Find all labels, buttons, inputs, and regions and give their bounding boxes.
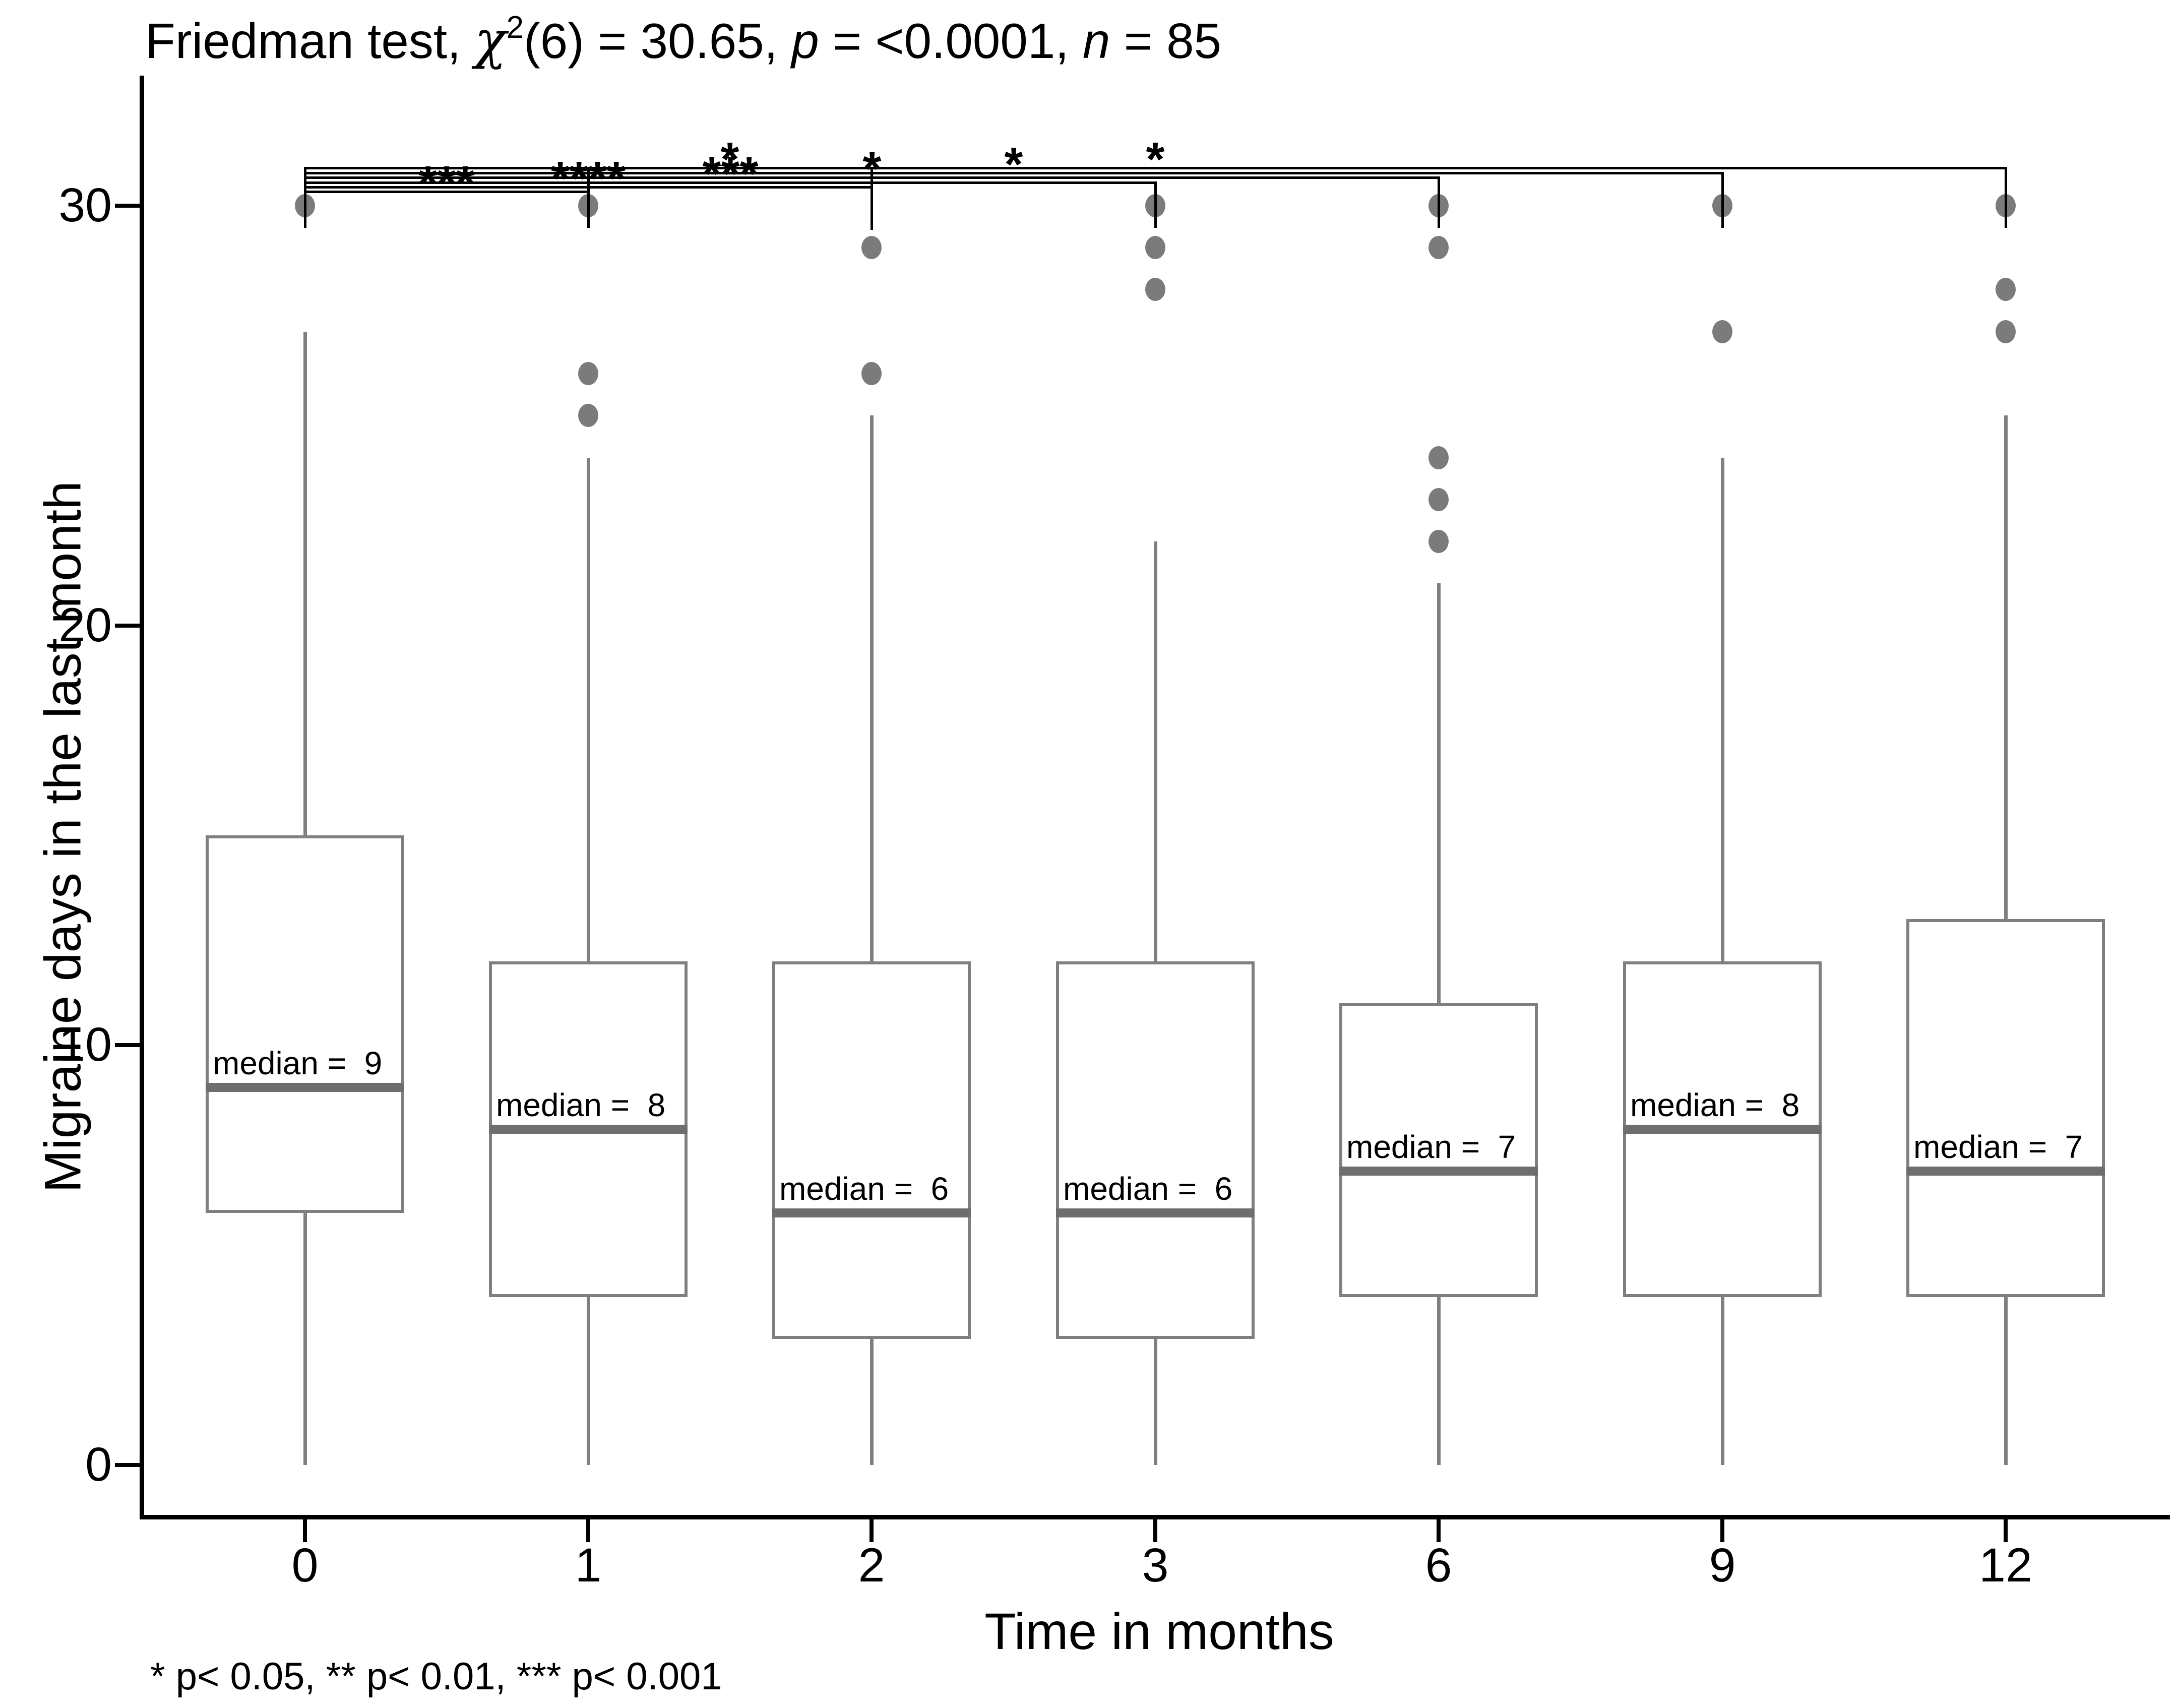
- sig-bracket-line: [305, 181, 1155, 184]
- sig-label: ***: [702, 147, 759, 201]
- whisker-upper: [303, 332, 307, 835]
- outlier-dot: [1145, 236, 1165, 259]
- x-tick-label: 6: [1425, 1539, 1452, 1592]
- sig-bracket-tick: [304, 167, 306, 228]
- x-tick-label: 1: [575, 1539, 602, 1592]
- median-label: median = 6: [1063, 1171, 1233, 1207]
- chart-title: Friedman test, χ2(6) = 30.65, p = <0.000…: [145, 9, 1221, 71]
- y-tick-label: 0: [85, 1438, 112, 1491]
- sig-label: *: [1146, 133, 1165, 186]
- y-tick-label: 20: [58, 598, 112, 652]
- n-symbol: n: [1082, 13, 1110, 69]
- outlier-dot: [1996, 278, 2016, 301]
- x-tick-label: 0: [291, 1539, 319, 1592]
- outlier-dot: [1712, 320, 1732, 343]
- y-tick-mark: [115, 204, 142, 208]
- sig-label: ***: [418, 156, 475, 210]
- outlier-dot: [578, 362, 598, 385]
- whisker-upper: [587, 458, 590, 961]
- median-line: [1906, 1167, 2105, 1176]
- median-line: [1623, 1125, 1822, 1134]
- outlier-dot: [1996, 320, 2016, 343]
- outlier-dot: [1428, 446, 1449, 469]
- sig-bracket-tick: [1154, 181, 1157, 228]
- x-tick-label: 9: [1709, 1539, 1736, 1592]
- y-axis-title: Migraine days in the last month: [34, 481, 92, 1193]
- median-line: [489, 1125, 688, 1134]
- median-label: median = 9: [213, 1045, 383, 1081]
- x-tick-label: 2: [858, 1539, 885, 1592]
- sig-bracket-line: [305, 167, 2006, 169]
- median-label: median = 8: [496, 1087, 666, 1123]
- sig-bracket-line: [588, 167, 872, 169]
- box-month-0: [206, 835, 404, 1213]
- median-label: median = 7: [1913, 1129, 2083, 1165]
- sig-bracket-line: [305, 191, 588, 193]
- whisker-lower: [1437, 1297, 1441, 1465]
- median-line: [1339, 1167, 1538, 1176]
- y-tick-label: 30: [58, 178, 112, 232]
- title-test-name: Friedman test,: [145, 13, 475, 69]
- box-month-3: [1056, 961, 1255, 1339]
- chi-symbol: χ: [474, 9, 507, 71]
- outlier-dot: [1428, 236, 1449, 259]
- box-month-2: [772, 961, 971, 1339]
- title-p-value: = <0.0001,: [819, 13, 1083, 69]
- x-tick-mark: [1720, 1517, 1724, 1542]
- whisker-lower: [2004, 1297, 2008, 1465]
- title-n-value: = 85: [1110, 13, 1222, 69]
- x-tick-mark: [869, 1517, 874, 1542]
- median-label: median = 8: [1630, 1087, 1800, 1123]
- sig-label: *: [1004, 138, 1023, 191]
- whisker-upper: [2004, 415, 2008, 919]
- chi-superscript: 2: [506, 10, 524, 45]
- whisker-lower: [870, 1339, 874, 1465]
- sig-bracket-tick: [587, 167, 590, 228]
- title-statistic: (6) = 30.65,: [524, 13, 792, 69]
- sig-bracket-tick: [2005, 167, 2007, 228]
- x-tick-label: 3: [1142, 1539, 1169, 1592]
- x-tick-mark: [586, 1517, 590, 1542]
- median-line: [206, 1083, 404, 1092]
- box-month-6: [1339, 1003, 1538, 1297]
- y-axis-line: [140, 76, 144, 1519]
- x-tick-mark: [303, 1517, 307, 1542]
- median-label: median = 7: [1346, 1129, 1516, 1165]
- median-line: [772, 1208, 971, 1217]
- y-tick-mark: [115, 624, 142, 628]
- whisker-lower: [587, 1297, 590, 1465]
- outlier-dot: [1428, 488, 1449, 511]
- median-label: median = 6: [779, 1171, 949, 1207]
- outlier-dot: [1145, 278, 1165, 301]
- outlier-dot: [861, 362, 882, 385]
- whisker-upper: [1437, 583, 1441, 1003]
- outlier-dot: [1428, 530, 1449, 553]
- sig-label: *: [720, 133, 739, 186]
- x-tick-label: 12: [1979, 1539, 2032, 1592]
- sig-bracket-tick: [1721, 172, 1724, 228]
- whisker-upper: [1721, 458, 1724, 961]
- box-month-12: [1906, 919, 2105, 1297]
- significance-footnote: * p< 0.05, ** p< 0.01, *** p< 0.001: [150, 1655, 722, 1698]
- sig-bracket-tick: [1438, 176, 1440, 228]
- y-tick-label: 10: [58, 1018, 112, 1071]
- outlier-dot: [861, 236, 882, 259]
- whisker-lower: [1721, 1297, 1724, 1465]
- x-tick-mark: [1153, 1517, 1157, 1542]
- sig-bracket-line: [305, 172, 1722, 174]
- whisker-upper: [870, 415, 874, 961]
- whisker-upper: [1154, 541, 1157, 961]
- y-tick-mark: [115, 1043, 142, 1047]
- outlier-dot: [578, 404, 598, 427]
- y-tick-mark: [115, 1463, 142, 1467]
- x-axis-title: Time in months: [984, 1603, 1334, 1660]
- whisker-lower: [1154, 1339, 1157, 1465]
- median-line: [1056, 1208, 1255, 1217]
- p-symbol: p: [791, 13, 819, 69]
- x-tick-mark: [1437, 1517, 1441, 1542]
- x-tick-mark: [2004, 1517, 2008, 1542]
- whisker-lower: [303, 1213, 307, 1465]
- sig-bracket-tick: [871, 167, 873, 230]
